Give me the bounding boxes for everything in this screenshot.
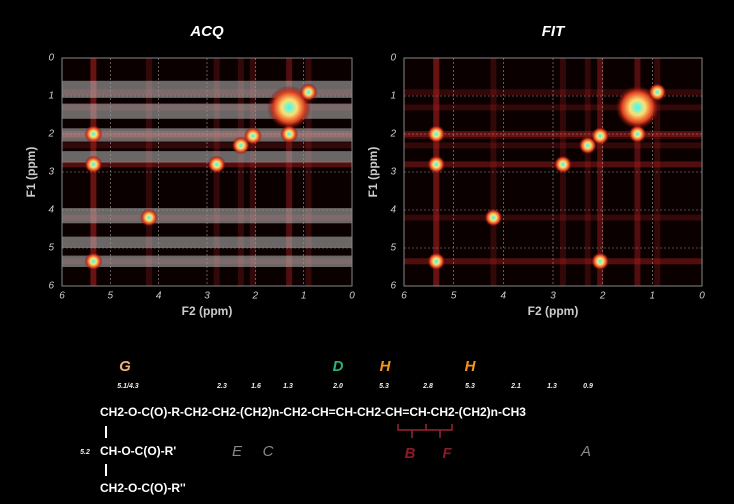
x-tick-label: 4 [156, 291, 162, 302]
figure: ACQ F2 (ppm) F1 (ppm) 6 5 4 3 2 1 0 0 1 2 3 4 5 6 FIT F2 (… [0, 0, 734, 504]
shift-label: 1.3 [547, 383, 557, 390]
band [62, 151, 352, 162]
chart-title: ACQ [189, 23, 224, 40]
peak [648, 83, 666, 101]
formula-line: CH2-O-C(O)-R'' [100, 481, 186, 495]
y-tick-label: 3 [48, 167, 54, 178]
label-letter: H [465, 358, 477, 375]
x-tick-label: 4 [501, 291, 507, 302]
x-tick-label: 2 [252, 291, 259, 302]
y-tick-label: 5 [48, 243, 54, 254]
spectrum: ACQ F2 (ppm) F1 (ppm) 6 5 4 3 2 1 0 0 1 2 3 4 5 6 [24, 23, 355, 318]
chart-title: FIT [542, 23, 566, 40]
formula-line: CH2-O-C(O)-R-CH2-CH2-(CH2)n-CH2-CH=CH-CH… [100, 405, 526, 419]
peak [300, 83, 318, 101]
peak [84, 252, 102, 270]
label-letter: F [442, 445, 452, 462]
peak [84, 125, 102, 143]
shift-label: 5.2 [80, 449, 90, 456]
label-letter: D [333, 358, 344, 375]
x-tick-label: 5 [108, 291, 114, 302]
x-tick-label: 2 [599, 291, 606, 302]
y-tick-label: 3 [390, 167, 396, 178]
peak [591, 252, 609, 270]
y-tick-label: 2 [47, 129, 54, 140]
shift-label: 2.1 [510, 383, 521, 390]
peak [427, 155, 445, 173]
label-letter: E [232, 443, 243, 460]
shift-label: 1.3 [283, 383, 293, 390]
band [62, 256, 352, 267]
x-tick-label: 0 [349, 291, 355, 302]
y-tick-label: 0 [390, 53, 396, 64]
label-letter: G [119, 358, 131, 375]
peak [484, 209, 502, 227]
shift-label: 5.1/4.3 [117, 383, 139, 390]
y-axis-label: F1 (ppm) [24, 147, 38, 198]
peak [84, 155, 102, 173]
y-tick-label: 5 [390, 243, 396, 254]
formula-line: CH-O-C(O)-R' [100, 444, 176, 458]
y-axis-label: F1 (ppm) [366, 147, 380, 198]
shift-label: 2.8 [422, 383, 433, 390]
shift-label: 5.3 [379, 383, 389, 390]
x-axis-label: F2 (ppm) [528, 304, 579, 318]
peak [140, 209, 158, 227]
x-axis-label: F2 (ppm) [182, 304, 233, 318]
x-tick-label: 1 [301, 291, 307, 302]
shift-label: 2.0 [332, 383, 343, 390]
shift-label: 2.3 [216, 383, 227, 390]
peak [427, 125, 445, 143]
shift-label: 1.6 [251, 383, 261, 390]
label-letter: B [405, 445, 416, 462]
peak [280, 125, 298, 143]
peak [554, 155, 572, 173]
label-letter: H [380, 358, 392, 375]
peak [591, 127, 609, 145]
peak [427, 252, 445, 270]
peak [244, 127, 262, 145]
x-tick-label: 0 [699, 291, 705, 302]
y-tick-label: 6 [390, 281, 396, 292]
shift-label: 0.9 [583, 383, 593, 390]
x-tick-label: 3 [204, 291, 210, 302]
peak [628, 125, 646, 143]
y-tick-label: 4 [390, 205, 396, 216]
label-letter: C [263, 443, 274, 460]
y-tick-label: 0 [48, 53, 54, 64]
label-letter: A [580, 443, 591, 460]
y-tick-label: 2 [389, 129, 396, 140]
spectrum: FIT F2 (ppm) F1 (ppm) 6 5 4 3 2 1 0 0 1 2 3 4 5 6 [366, 23, 705, 318]
y-tick-label: 1 [48, 91, 54, 102]
shift-label: 5.3 [465, 383, 475, 390]
x-tick-label: 5 [451, 291, 457, 302]
x-tick-label: 3 [550, 291, 556, 302]
y-tick-label: 4 [48, 205, 54, 216]
x-tick-label: 1 [650, 291, 656, 302]
x-tick-label: 6 [59, 291, 65, 302]
y-tick-label: 1 [390, 91, 396, 102]
y-tick-label: 6 [48, 281, 54, 292]
peak [208, 155, 226, 173]
x-tick-label: 6 [401, 291, 407, 302]
